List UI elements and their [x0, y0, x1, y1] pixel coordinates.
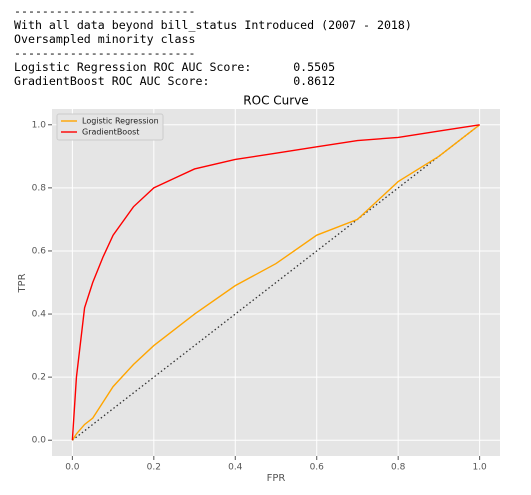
x-tick-label: 0.2: [147, 463, 161, 473]
x-tick-label: 1.0: [472, 463, 487, 473]
legend-box: [56, 113, 164, 141]
output-line: With all data beyond bill_status Introdu…: [14, 18, 412, 32]
cell-output: -------------------------- With all data …: [14, 4, 412, 88]
y-axis-label: TPR: [17, 273, 28, 293]
output-line: Oversampled minority class: [14, 32, 196, 46]
output-line: --------------------------: [14, 46, 196, 60]
x-axis-label: FPR: [267, 473, 286, 484]
output-line: Logistic Regression ROC AUC Score: 0.550…: [14, 60, 336, 74]
series-line: [71, 124, 481, 441]
output-line: GradientBoost ROC AUC Score: 0.8612: [14, 74, 336, 88]
y-tick-label: 0.6: [32, 246, 47, 256]
legend-label: GradientBoost: [82, 128, 139, 137]
y-tick-label: 1.0: [32, 120, 47, 130]
output-line: --------------------------: [14, 4, 196, 18]
chart-title: ROC Curve: [243, 94, 308, 108]
y-tick-label: 0.4: [32, 310, 47, 320]
x-tick-label: 0.0: [65, 463, 80, 473]
chance-line: [71, 124, 481, 441]
legend-label: Logistic Regression: [82, 117, 159, 126]
x-tick-label: 0.4: [228, 463, 243, 473]
y-tick-label: 0.2: [32, 373, 46, 383]
series-line: [71, 124, 480, 441]
x-tick-label: 0.6: [310, 463, 325, 473]
y-tick-label: 0.0: [32, 436, 47, 446]
y-tick-label: 0.8: [32, 183, 47, 193]
x-tick-label: 0.8: [391, 463, 406, 473]
